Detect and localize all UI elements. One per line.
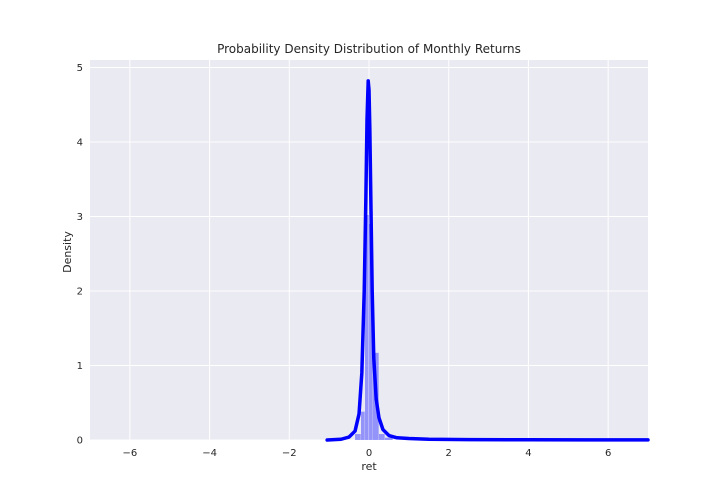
x-tick-label: −4 [202,448,217,459]
histogram-bar [378,434,385,440]
chart-title: Probability Density Distribution of Mont… [217,42,521,56]
x-tick-label: −2 [282,448,297,459]
x-tick-label: 4 [525,448,531,459]
x-tick-label: 0 [366,448,372,459]
y-tick-label: 0 [77,436,83,447]
y-tick-label: 4 [77,137,83,148]
kde-curve [325,79,650,442]
histogram-bar [361,411,365,440]
histogram-bar [365,214,369,440]
x-axis-label: ret [361,460,377,473]
x-tick-label: 6 [605,448,611,459]
x-tick-label: −6 [122,448,137,459]
histogram-bar [369,223,373,440]
y-axis-label: Density [61,231,74,273]
y-axis-ticks: 0 1 2 3 4 5 [77,63,83,447]
histogram-bar [355,434,361,440]
y-tick-label: 3 [77,212,83,223]
y-tick-label: 2 [77,286,83,297]
y-tick-label: 1 [77,361,83,372]
kde-line [325,79,650,442]
histogram-bar [384,437,393,440]
x-tick-label: 2 [446,448,452,459]
y-tick-label: 5 [77,63,83,74]
x-axis-ticks: −6 −4 −2 0 2 4 6 [122,448,611,459]
